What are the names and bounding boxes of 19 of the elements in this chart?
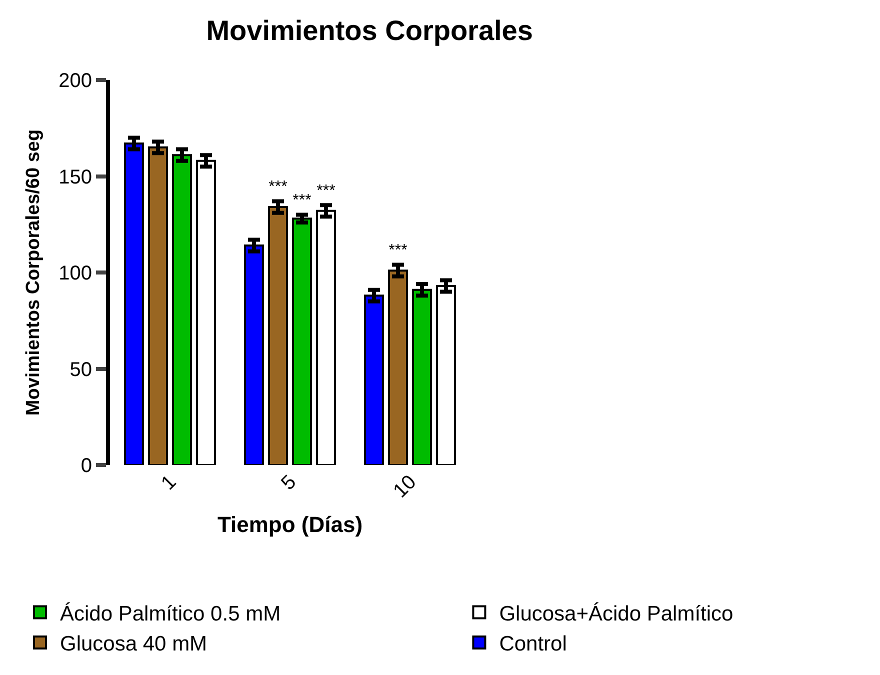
x-tick-label: 10 bbox=[389, 471, 421, 502]
y-tick-label: 50 bbox=[70, 358, 92, 381]
y-tick-label: 0 bbox=[80, 455, 92, 477]
legend-label: Control bbox=[499, 632, 567, 656]
legend-label: Glucosa 40 mM bbox=[60, 632, 208, 656]
data-label: *** bbox=[268, 178, 288, 196]
legend-label: Ácido Palmítico 0.5 mM bbox=[60, 601, 281, 626]
y-tick-label: 100 bbox=[58, 262, 92, 284]
x-tick-label: 1 bbox=[157, 471, 181, 494]
y-tick-label: 150 bbox=[58, 166, 92, 188]
data-label: *** bbox=[388, 242, 408, 260]
x-tick-label: 5 bbox=[277, 471, 301, 494]
legend-label: Glucosa+Ácido Palmítico bbox=[499, 601, 734, 626]
data-label: *** bbox=[292, 192, 312, 209]
chart-title: Movimientos Corporales bbox=[206, 14, 533, 46]
data-label: *** bbox=[316, 182, 336, 200]
y-tick-label: 200 bbox=[58, 70, 92, 92]
x-axis-title: Tiempo (Días) bbox=[217, 512, 363, 538]
y-axis-title: Movimientos Corporales/60 seg bbox=[22, 129, 44, 416]
